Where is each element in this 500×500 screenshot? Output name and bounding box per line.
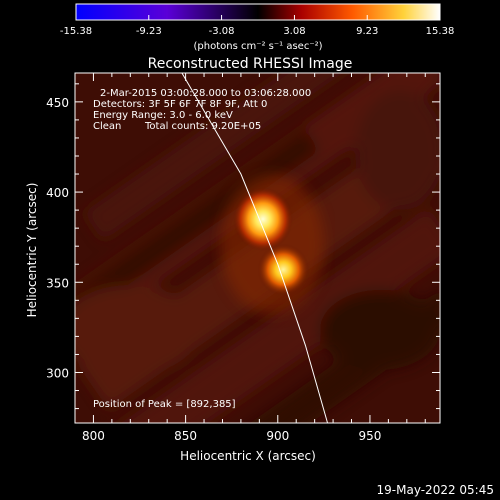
colorbar-tick-label: 15.38 xyxy=(426,26,455,37)
y-tick-label: 450 xyxy=(46,96,69,110)
info-detectors: Detectors: 3F 5F 6F 7F 8F 9F, Att 0 xyxy=(93,99,267,110)
y-tick-label: 300 xyxy=(46,366,69,380)
sources-layer xyxy=(220,174,325,315)
info-time-range: 2-Mar-2015 03:00:28.000 to 03:06:28.000 xyxy=(100,88,311,99)
image-plot: 800 850 900 950 300 350 400 450 2-Mar-2015 03:0… xyxy=(46,72,441,443)
peak-source xyxy=(233,187,294,252)
x-tick-label: 900 xyxy=(266,429,289,443)
colorbar-tick-label: 3.08 xyxy=(283,26,305,37)
x-tick-label: 850 xyxy=(174,429,197,443)
secondary-source xyxy=(257,243,310,296)
plot-frame xyxy=(74,72,441,424)
plot-title: Reconstructed RHESSI Image xyxy=(148,56,353,72)
x-axis-label: Heliocentric X (arcsec) xyxy=(180,449,316,463)
colorbar-tick-label: -3.08 xyxy=(209,26,235,37)
y-tick-label: 350 xyxy=(46,276,69,290)
colorbar-tick-label: -15.38 xyxy=(60,26,92,37)
colorbar: -15.38 -9.23 -3.08 3.08 9.23 15.38 (photons c… xyxy=(60,3,454,52)
info-peak-position: Position of Peak = [892,385] xyxy=(93,399,236,410)
axis-ticks: 800 850 900 950 300 350 400 450 xyxy=(46,73,440,443)
colorbar-unit-label: (photons cm⁻² s⁻¹ asec⁻²) xyxy=(193,41,322,52)
colorbar-tick-label: -9.23 xyxy=(136,26,162,37)
x-tick-label: 950 xyxy=(358,429,381,443)
footer-timestamp: 19-May-2022 05:45 xyxy=(377,483,494,497)
colorbar-tick-label: 9.23 xyxy=(356,26,378,37)
y-axis-label: Heliocentric Y (arcsec) xyxy=(25,183,39,318)
y-tick-label: 400 xyxy=(46,186,69,200)
colorbar-ticks: -15.38 -9.23 -3.08 3.08 9.23 15.38 xyxy=(60,15,454,37)
solar-limb-line xyxy=(181,73,329,423)
info-total-counts: Total counts: 9.20E+05 xyxy=(144,121,261,132)
info-method: Clean xyxy=(93,121,121,132)
x-tick-label: 800 xyxy=(82,429,105,443)
colorbar-gradient xyxy=(75,3,441,21)
info-energy-range: Energy Range: 3.0 - 6.0 keV xyxy=(93,110,233,121)
